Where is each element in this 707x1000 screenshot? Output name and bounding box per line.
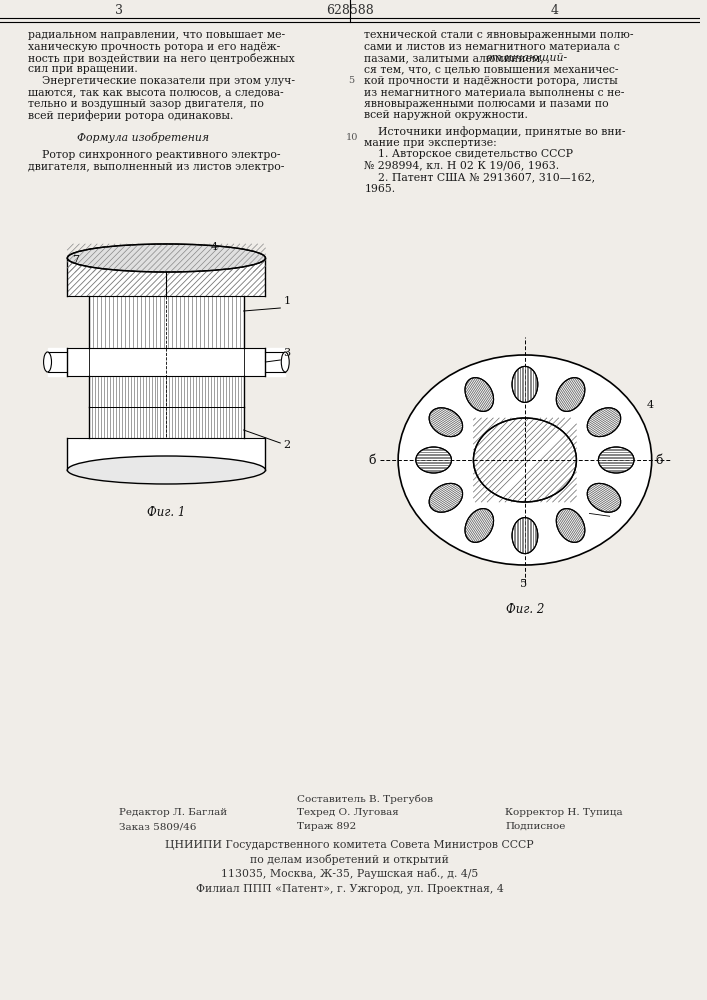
- Polygon shape: [89, 296, 244, 348]
- Text: Редактор Л. Баглай: Редактор Л. Баглай: [119, 808, 227, 817]
- Polygon shape: [89, 407, 244, 438]
- Text: 5: 5: [349, 76, 355, 85]
- Text: сил при вращении.: сил при вращении.: [28, 64, 137, 75]
- Ellipse shape: [474, 418, 576, 502]
- Text: № 298994, кл. Н 02 К 19/06, 1963.: № 298994, кл. Н 02 К 19/06, 1963.: [365, 160, 560, 170]
- Text: Фиг. 1: Фиг. 1: [147, 506, 185, 519]
- Text: Ротор синхронного реактивного электро-: Ротор синхронного реактивного электро-: [28, 150, 280, 160]
- Ellipse shape: [512, 518, 538, 554]
- Text: 113035, Москва, Ж-35, Раушская наб., д. 4/5: 113035, Москва, Ж-35, Раушская наб., д. …: [221, 868, 478, 879]
- Text: ЦНИИПИ Государственного комитета Совета Министров СССР: ЦНИИПИ Государственного комитета Совета …: [165, 840, 534, 850]
- Text: Подписное: Подписное: [505, 822, 566, 831]
- Ellipse shape: [398, 355, 652, 565]
- Ellipse shape: [465, 378, 493, 411]
- Text: 1965.: 1965.: [365, 184, 396, 194]
- Text: 3: 3: [284, 348, 291, 358]
- Text: Тираж 892: Тираж 892: [297, 822, 356, 831]
- Text: Филиал ППП «Патент», г. Ужгород, ул. Проектная, 4: Филиал ППП «Патент», г. Ужгород, ул. Про…: [196, 884, 503, 894]
- Text: Техред О. Луговая: Техред О. Луговая: [297, 808, 399, 817]
- Polygon shape: [67, 438, 265, 470]
- Polygon shape: [67, 348, 265, 376]
- Ellipse shape: [67, 244, 265, 272]
- Text: 2. Патент США № 2913607, 310—162,: 2. Патент США № 2913607, 310—162,: [365, 172, 595, 182]
- Ellipse shape: [465, 509, 493, 542]
- Polygon shape: [89, 376, 244, 407]
- Text: из немагнитного материала выполнены с не-: из немагнитного материала выполнены с не…: [365, 88, 625, 98]
- Text: отличающий-: отличающий-: [485, 53, 567, 63]
- Ellipse shape: [44, 352, 52, 372]
- Text: Составитель В. Трегубов: Составитель В. Трегубов: [297, 794, 433, 804]
- Text: 10: 10: [346, 133, 358, 142]
- Polygon shape: [47, 348, 67, 376]
- Text: 3: 3: [115, 3, 123, 16]
- Ellipse shape: [556, 378, 585, 411]
- Text: 4: 4: [211, 242, 218, 252]
- Text: технической стали с явновыраженными полю-: технической стали с явновыраженными полю…: [365, 30, 634, 40]
- Text: 2: 2: [284, 440, 291, 450]
- Ellipse shape: [429, 483, 462, 512]
- Text: Корректор Н. Тупица: Корректор Н. Тупица: [505, 808, 623, 817]
- Text: Заказ 5809/46: Заказ 5809/46: [119, 822, 197, 831]
- Text: 5: 5: [520, 579, 527, 589]
- Text: пазами, залитыми алюминием,: пазами, залитыми алюминием,: [365, 53, 548, 63]
- Ellipse shape: [598, 447, 634, 473]
- Text: по делам изобретений и открытий: по делам изобретений и открытий: [250, 854, 449, 865]
- Text: ханическую прочность ротора и его надёж-: ханическую прочность ротора и его надёж-: [28, 41, 280, 51]
- Text: Формула изобретения: Формула изобретения: [77, 132, 209, 143]
- Text: 7: 7: [72, 255, 79, 265]
- Ellipse shape: [588, 408, 621, 437]
- Text: Источники информации, принятые во вни-: Источники информации, принятые во вни-: [365, 126, 626, 137]
- Text: б: б: [655, 454, 663, 466]
- Text: ся тем, что, с целью повышения механичес-: ся тем, что, с целью повышения механичес…: [365, 64, 619, 75]
- Ellipse shape: [556, 509, 585, 542]
- Text: 628588: 628588: [326, 3, 373, 16]
- Ellipse shape: [67, 456, 265, 484]
- Polygon shape: [265, 348, 285, 376]
- Text: 4: 4: [551, 3, 559, 16]
- Ellipse shape: [512, 366, 538, 402]
- Text: тельно и воздушный зазор двигателя, по: тельно и воздушный зазор двигателя, по: [28, 99, 264, 109]
- Polygon shape: [67, 258, 265, 296]
- Text: кой прочности и надёжности ротора, листы: кой прочности и надёжности ротора, листы: [365, 76, 618, 86]
- Text: мание при экспертизе:: мание при экспертизе:: [365, 137, 497, 147]
- Text: шаются, так как высота полюсов, а следова-: шаются, так как высота полюсов, а следов…: [28, 88, 284, 98]
- Text: 1. Авторское свидетельство СССР: 1. Авторское свидетельство СССР: [365, 149, 573, 159]
- Text: ность при воздействии на него центробежных: ность при воздействии на него центробежн…: [28, 53, 295, 64]
- Text: явновыраженными полюсами и пазами по: явновыраженными полюсами и пазами по: [365, 99, 609, 109]
- Text: сами и листов из немагнитного материала с: сами и листов из немагнитного материала …: [365, 41, 620, 51]
- Text: Фиг. 2: Фиг. 2: [506, 603, 544, 616]
- Text: Энергетические показатели при этом улуч-: Энергетические показатели при этом улуч-: [28, 76, 295, 86]
- Text: всей периферии ротора одинаковы.: всей периферии ротора одинаковы.: [28, 110, 233, 121]
- Ellipse shape: [429, 408, 462, 437]
- Text: 4: 4: [647, 399, 654, 410]
- Text: двигателя, выполненный из листов электро-: двигателя, выполненный из листов электро…: [28, 161, 284, 172]
- Ellipse shape: [588, 483, 621, 512]
- Text: 1: 1: [284, 296, 291, 306]
- Ellipse shape: [281, 352, 289, 372]
- Text: б: б: [369, 454, 376, 466]
- Ellipse shape: [416, 447, 452, 473]
- Text: всей наружной окружности.: всей наружной окружности.: [365, 110, 528, 120]
- Text: радиальном направлении, что повышает ме-: радиальном направлении, что повышает ме-: [28, 30, 285, 40]
